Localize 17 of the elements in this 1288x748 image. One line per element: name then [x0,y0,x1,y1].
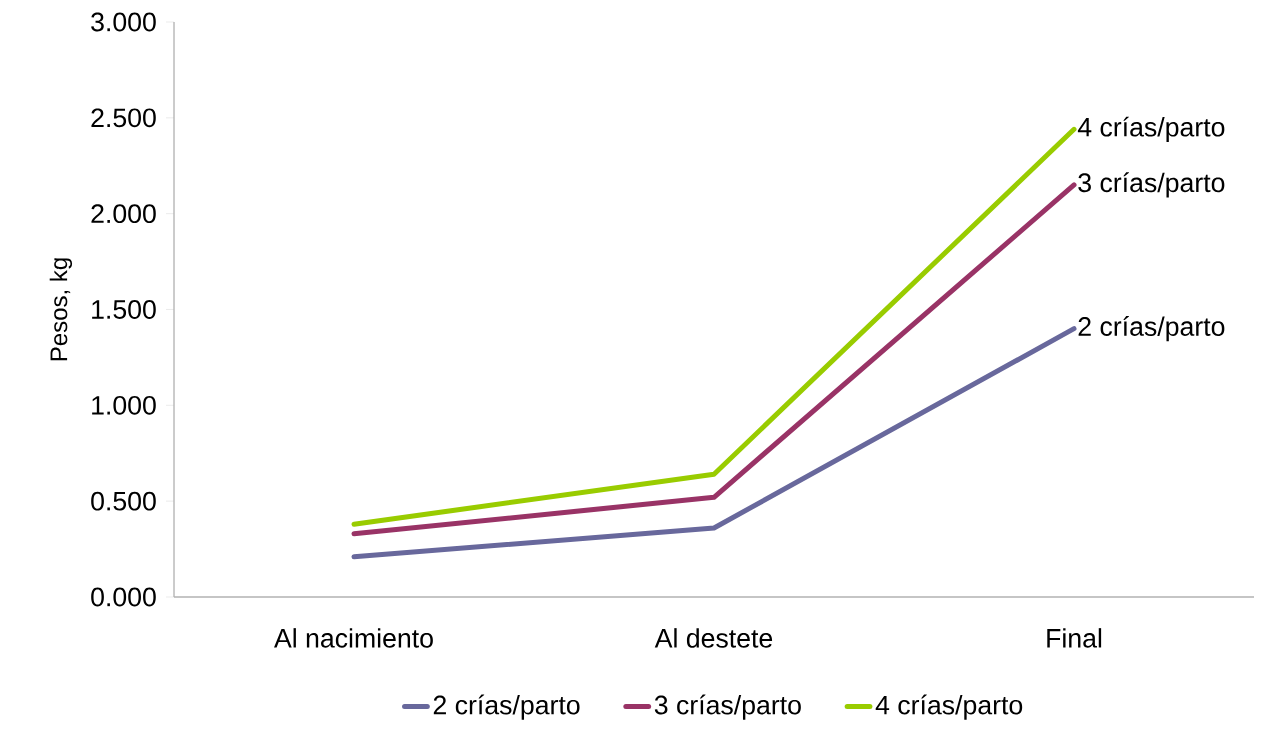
y-tick-label: 2.000 [91,204,156,224]
x-tick-label: Final [1047,628,1102,648]
legend-label: 3 crías/parto [654,694,801,720]
y-tick-label: 1.500 [92,300,156,319]
y-tick-label: 2.500 [91,108,156,128]
text: 4 crías/parto [1077,116,1225,142]
legend-label: 2 crías/parto [433,694,580,720]
y-tick-label: 0.500 [91,491,156,511]
x-tick-label: Al destete [654,628,773,648]
y-tick-label: 3.000 [91,12,156,32]
y-tick-label: 0.000 [91,587,156,607]
text: 3 crías/parto [1078,172,1225,198]
x-tick-label: Al nacimiento [274,628,433,648]
y-axis-title: Pesos, kg [49,258,73,361]
legend-label: 4 crías/parto [875,694,1023,720]
y-tick-label: 1.000 [92,395,156,415]
text: 2 crías/parto [1078,316,1225,342]
